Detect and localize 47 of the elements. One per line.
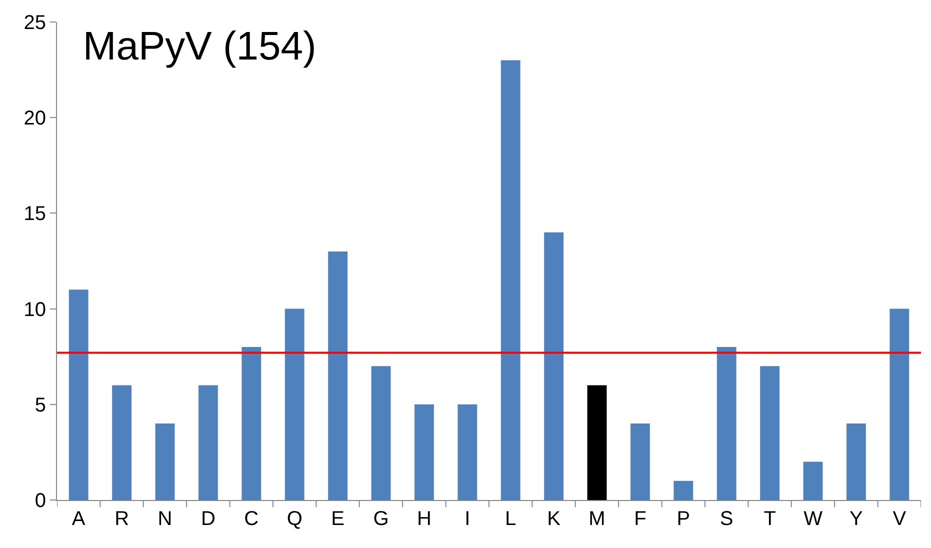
x-tick-label: V <box>892 508 907 530</box>
bar <box>284 308 304 500</box>
y-tick-label: 10 <box>24 298 46 321</box>
x-tick-label: K <box>547 508 562 530</box>
bar <box>198 385 218 500</box>
x-tick-label: P <box>676 508 690 530</box>
x-tick-label: C <box>244 508 259 530</box>
y-tick-label: 15 <box>24 203 46 226</box>
x-tick-label: L <box>505 508 516 530</box>
chart-title: MaPyV (154) <box>82 24 316 69</box>
bar <box>587 385 607 500</box>
bar <box>155 424 175 500</box>
x-tick-label: F <box>634 508 646 530</box>
x-tick-label: M <box>588 508 606 530</box>
bar <box>500 60 520 500</box>
x-tick-label: I <box>464 508 470 530</box>
bar <box>371 366 391 500</box>
y-tick-label: 20 <box>24 108 46 130</box>
y-tick-label: 25 <box>24 12 46 34</box>
x-tick-label: G <box>373 508 389 530</box>
x-tick-label: E <box>331 508 344 530</box>
bar <box>68 290 88 500</box>
bar <box>112 385 132 500</box>
x-tick-label: T <box>764 508 776 530</box>
x-tick-label: N <box>158 508 172 530</box>
bar <box>630 424 650 500</box>
x-tick-label: Q <box>286 508 302 530</box>
bar <box>328 251 348 500</box>
bar <box>760 366 780 500</box>
x-tick-label: Y <box>850 508 863 530</box>
bar <box>846 424 866 500</box>
x-tick-label: W <box>804 508 823 530</box>
x-tick-label: H <box>416 508 432 530</box>
bar <box>242 347 262 500</box>
bar <box>414 404 434 500</box>
x-tick-label: A <box>72 508 86 530</box>
bar <box>803 462 823 500</box>
bar <box>544 232 564 500</box>
y-tick-label: 0 <box>34 490 46 512</box>
bar <box>890 308 910 500</box>
x-tick-label: D <box>200 508 216 530</box>
bar <box>716 347 736 500</box>
bar <box>674 480 694 500</box>
y-tick-label: 5 <box>34 394 46 416</box>
bar <box>458 404 478 500</box>
x-tick-label: R <box>114 508 130 530</box>
x-tick-label: S <box>720 508 734 530</box>
